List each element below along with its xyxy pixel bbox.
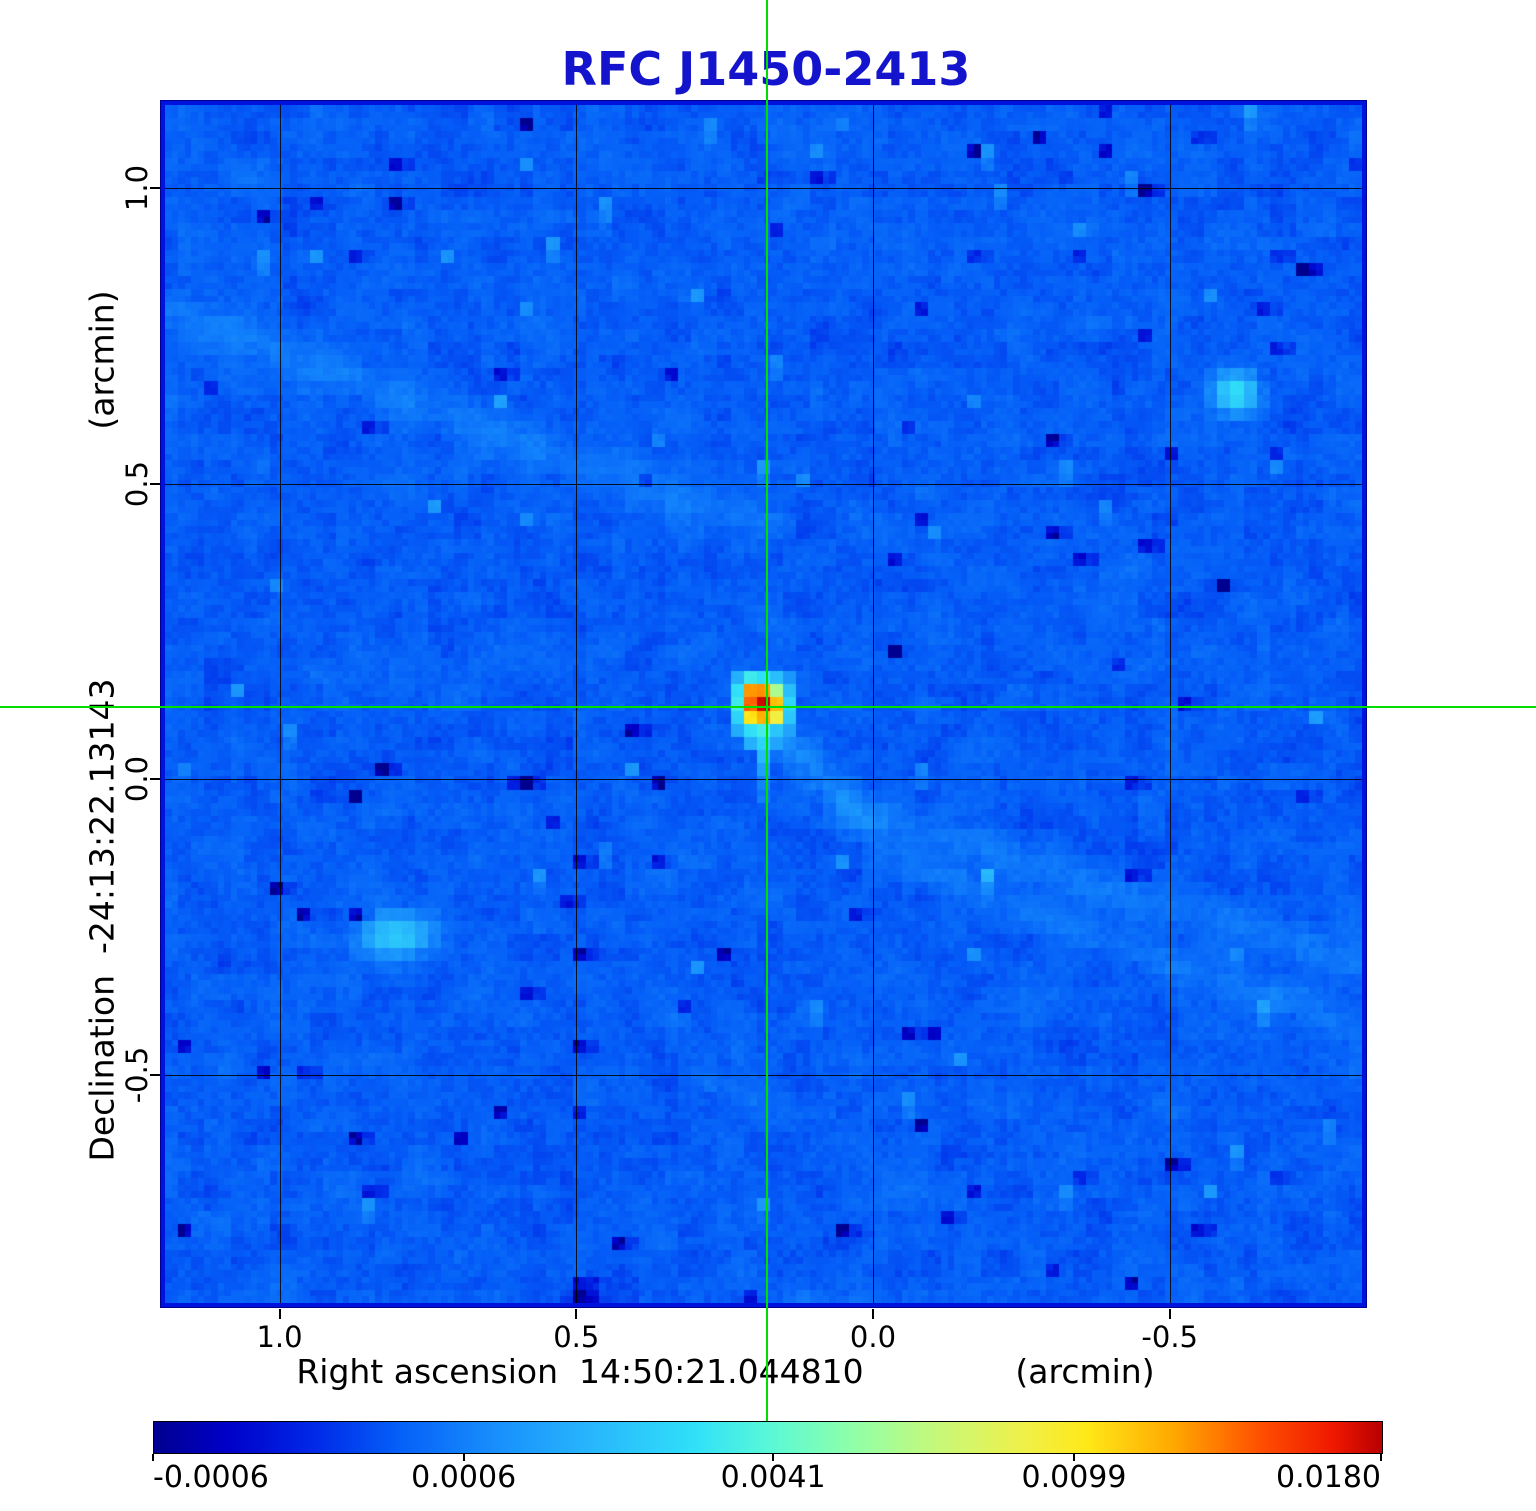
gridline-horizontal — [165, 779, 1362, 781]
colorbar-tick-mark — [1380, 1454, 1382, 1461]
colorbar-tick-mark — [462, 1454, 465, 1461]
colorbar-tick-mark — [772, 1454, 775, 1461]
crosshair-vertical-line — [766, 0, 769, 1421]
y-tick-mark — [150, 482, 160, 485]
gridline-horizontal — [165, 187, 1362, 189]
x-tick-label: 0.0 — [849, 1320, 897, 1354]
x-axis-unit-label: (arcmin) — [1015, 1352, 1155, 1391]
gridline-horizontal — [165, 483, 1362, 485]
x-tick-label: -0.5 — [1141, 1320, 1199, 1354]
colorbar-tick-label: -0.0006 — [153, 1460, 269, 1495]
sky-map-frame — [160, 100, 1367, 1308]
x-tick-mark — [575, 1309, 578, 1319]
x-tick-mark — [1168, 1309, 1171, 1319]
colorbar-tick-label: 0.0099 — [1021, 1460, 1127, 1495]
y-tick-mark — [150, 1074, 160, 1077]
y-axis-unit-label: (arcmin) — [82, 290, 122, 430]
colorbar-tick-label: 0.0041 — [720, 1460, 826, 1495]
colorbar-tick-label: 0.0180 — [1276, 1460, 1381, 1495]
crosshair-horizontal-line — [0, 706, 1536, 709]
colorbar-tick-mark — [1073, 1454, 1075, 1461]
y-axis-label: Declination -24:13:22.13143 — [82, 678, 122, 1162]
colorbar-tick-label: 0.0006 — [411, 1460, 517, 1495]
colorbar — [153, 1421, 1383, 1454]
gridline-horizontal — [165, 1075, 1362, 1077]
x-tick-mark — [278, 1309, 281, 1319]
plot-title: RFC J1450-2413 — [561, 42, 971, 96]
colorbar-tick-mark — [152, 1454, 154, 1461]
x-tick-label: 1.0 — [256, 1320, 303, 1354]
gridline-vertical — [279, 105, 281, 1303]
x-tick-mark — [871, 1309, 874, 1319]
y-tick-label: 0.5 — [120, 460, 154, 507]
y-tick-label: 1.0 — [120, 164, 154, 211]
gridline-vertical — [1169, 105, 1171, 1303]
gridline-vertical — [872, 105, 874, 1303]
y-tick-mark — [150, 778, 160, 781]
sky-map-canvas — [165, 105, 1362, 1303]
gridline-vertical — [576, 105, 578, 1303]
y-tick-mark — [150, 186, 160, 189]
y-tick-label: -0.5 — [120, 1046, 154, 1104]
y-tick-label: 0.0 — [120, 756, 154, 803]
x-axis-label: Right ascension 14:50:21.044810 — [296, 1352, 864, 1391]
x-tick-label: 0.5 — [553, 1320, 600, 1354]
